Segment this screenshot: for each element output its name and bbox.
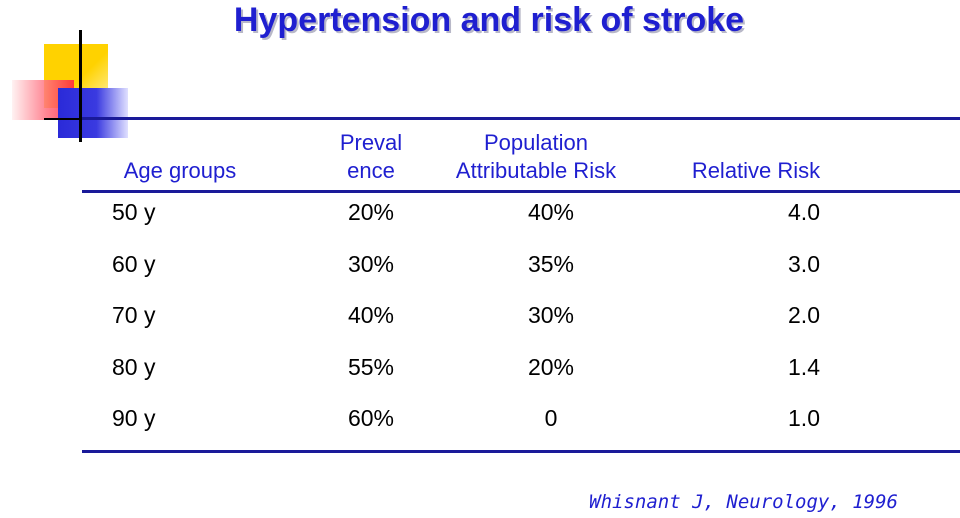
- cell-prevalence: 40%: [347, 302, 395, 328]
- cell-prevalence: 60%: [347, 405, 395, 431]
- citation: Whisnant J, Neurology, 1996: [589, 491, 898, 513]
- header-prevalence: Preval ence: [316, 129, 426, 185]
- table-row: 50 y 20% 40% 4.0: [0, 197, 960, 227]
- cell-par: 40%: [527, 199, 575, 225]
- cell-par: 30%: [527, 302, 575, 328]
- header-par-line1: Population: [484, 130, 588, 155]
- table-top-rule: [82, 117, 960, 120]
- header-prevalence-line1: Preval: [339, 130, 403, 155]
- cell-relative-risk: 3.0: [788, 251, 820, 277]
- table-row: 60 y 30% 35% 3.0: [0, 249, 960, 279]
- header-prevalence-line2: ence: [347, 158, 395, 183]
- cell-age: 60 y: [112, 251, 156, 277]
- decorative-horizontal-line: [44, 118, 114, 120]
- cell-prevalence: 20%: [347, 199, 395, 225]
- header-rr-label: Relative Risk: [691, 158, 821, 183]
- cell-par: 35%: [527, 251, 575, 277]
- header-age-label: Age groups: [123, 158, 237, 183]
- header-population-attributable-risk: Population Attributable Risk: [426, 129, 646, 185]
- cell-age: 90 y: [112, 405, 156, 431]
- cell-age: 70 y: [112, 302, 156, 328]
- table-bottom-rule: [82, 450, 960, 453]
- table-row: 90 y 60% 0 1.0: [0, 403, 960, 433]
- cell-par: 0: [544, 405, 558, 431]
- table-row: 70 y 40% 30% 2.0: [0, 300, 960, 330]
- cell-relative-risk: 1.0: [788, 405, 820, 431]
- header-age-groups: Age groups: [100, 157, 260, 185]
- decorative-vertical-line: [79, 30, 82, 142]
- cell-relative-risk: 2.0: [788, 302, 820, 328]
- cell-prevalence: 30%: [347, 251, 395, 277]
- slide-title: Hypertension and risk of stroke: [233, 1, 745, 39]
- cell-relative-risk: 1.4: [788, 354, 820, 380]
- cell-age: 80 y: [112, 354, 156, 380]
- table-header-rule: [82, 190, 960, 193]
- cell-relative-risk: 4.0: [788, 199, 820, 225]
- header-par-line2: Attributable Risk: [455, 158, 617, 183]
- header-relative-risk: Relative Risk: [666, 157, 846, 185]
- table-row: 80 y 55% 20% 1.4: [0, 352, 960, 382]
- decorative-blue-square: [58, 88, 128, 138]
- cell-par: 20%: [527, 354, 575, 380]
- cell-prevalence: 55%: [347, 354, 395, 380]
- cell-age: 50 y: [112, 199, 156, 225]
